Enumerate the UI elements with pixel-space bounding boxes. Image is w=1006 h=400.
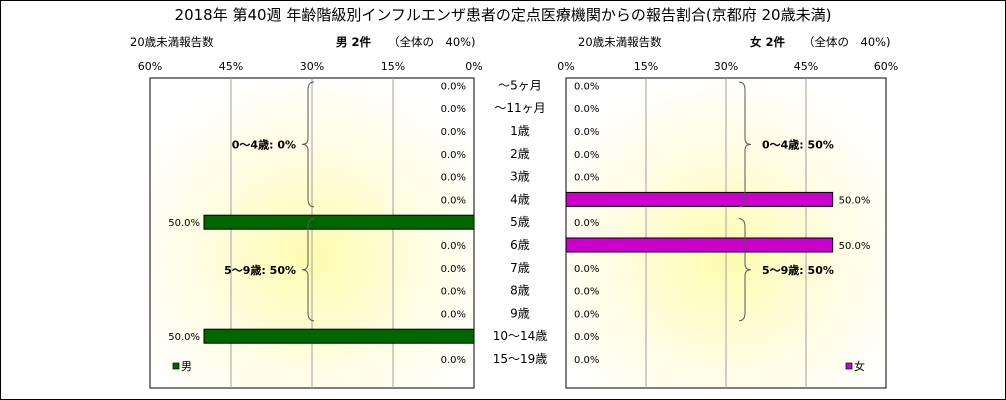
female-value-label: 50.0% [839, 241, 871, 252]
female-value-label: 0.0% [574, 81, 599, 92]
right-tick-label: 0% [557, 60, 574, 73]
female-value-label: 0.0% [574, 264, 599, 275]
category-label: 8歳 [510, 284, 530, 298]
male-value-label: 0.0% [441, 287, 466, 298]
right-header: 女 2件 [750, 35, 786, 49]
category-label: 7歳 [510, 261, 530, 275]
female-value-label: 0.0% [574, 218, 599, 229]
right-group-label: 0～4歳: 50% [762, 137, 834, 151]
male-value-label: 50.0% [168, 218, 200, 229]
left-group-label: 5～9歳: 50% [224, 263, 296, 277]
category-label: 5歳 [510, 215, 530, 229]
female-value-label: 0.0% [574, 127, 599, 138]
female-bar [565, 237, 834, 253]
female-value-label: 0.0% [574, 173, 599, 184]
right-group-brace [738, 81, 752, 208]
female-value-label: 0.0% [574, 309, 599, 320]
legend-label-male: 男 [181, 360, 192, 373]
female-value-label: 0.0% [574, 332, 599, 343]
category-label: ～5ヶ月 [498, 78, 542, 92]
category-label: 3歳 [510, 170, 530, 184]
male-bar [203, 214, 475, 230]
right-tick-label: 15% [634, 60, 658, 73]
category-label: 2歳 [510, 147, 530, 161]
male-bar [203, 328, 475, 344]
left-header-note: （全体の 40%) [388, 35, 476, 49]
female-value-label: 0.0% [574, 150, 599, 161]
right-group-label: 5～9歳: 50% [762, 263, 834, 277]
male-value-label: 0.0% [441, 173, 466, 184]
left-header: 男 2件 [336, 35, 372, 49]
right-tick-label: 45% [794, 60, 818, 73]
male-value-label: 0.0% [441, 150, 466, 161]
right-tick-label: 60% [874, 60, 898, 73]
female-value-label: 0.0% [574, 355, 599, 366]
right-header-note: （全体の 40%) [803, 35, 891, 49]
female-value-label: 0.0% [574, 104, 599, 115]
left-group-label: 0～4歳: 0% [232, 137, 296, 151]
category-label: 1歳 [510, 124, 530, 138]
male-value-label: 0.0% [441, 127, 466, 138]
male-value-label: 50.0% [168, 332, 200, 343]
category-label: 15～19歳 [493, 352, 548, 366]
female-value-label: 0.0% [574, 287, 599, 298]
legend-label-female: 女 [854, 359, 865, 373]
category-label: ～11ヶ月 [494, 101, 545, 115]
left-tick-label: 60% [138, 60, 162, 73]
female-bar [565, 191, 834, 207]
left-caption: 20歳未満報告数 [130, 35, 214, 49]
left-tick-label: 30% [300, 60, 324, 73]
category-label: 10～14歳 [493, 329, 548, 343]
left-group-brace [301, 218, 315, 322]
male-value-label: 0.0% [441, 104, 466, 115]
left-group-brace [301, 81, 315, 208]
left-tick-label: 15% [381, 60, 405, 73]
right-caption: 20歳未満報告数 [578, 35, 662, 49]
left-tick-label: 45% [219, 60, 243, 73]
male-value-label: 0.0% [441, 309, 466, 320]
right-group-brace [738, 218, 752, 322]
category-label: 9歳 [510, 306, 530, 320]
male-value-label: 0.0% [441, 264, 466, 275]
legend-swatch-male [172, 362, 180, 370]
right-tick-label: 30% [714, 60, 738, 73]
left-tick-label: 0% [465, 60, 482, 73]
male-value-label: 0.0% [441, 81, 466, 92]
male-value-label: 0.0% [441, 241, 466, 252]
male-value-label: 0.0% [441, 195, 466, 206]
category-label: 6歳 [510, 238, 530, 252]
female-value-label: 50.0% [839, 195, 871, 206]
category-label: 4歳 [510, 192, 530, 206]
chart-title: 2018年 第40週 年齢階級別インフルエンザ患者の定点医療機関からの報告割合(… [175, 6, 832, 24]
male-value-label: 0.0% [441, 355, 466, 366]
legend-swatch-female [845, 362, 853, 370]
